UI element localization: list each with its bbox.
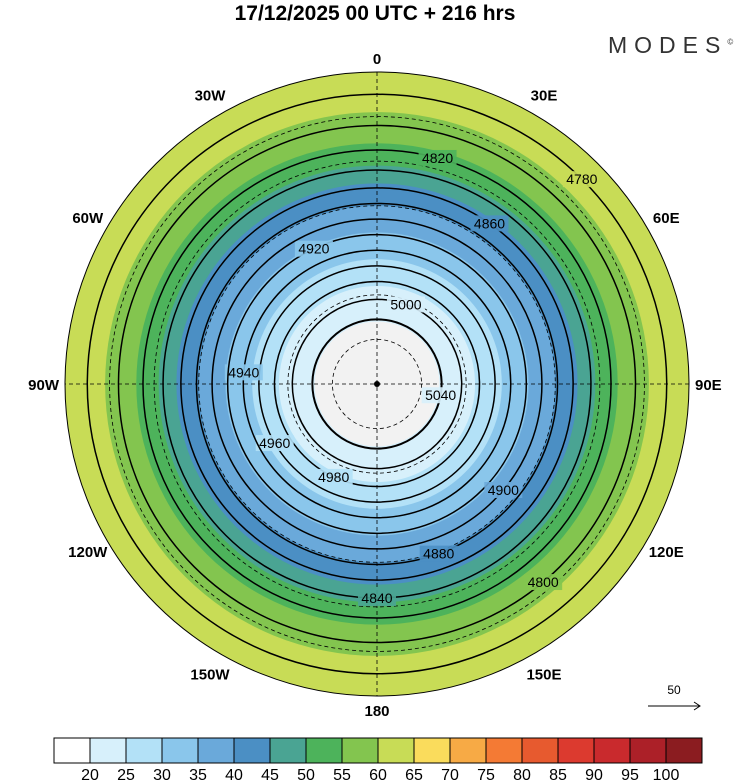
colorbar-tick-label: 60: [369, 767, 387, 782]
contour-label: 4780: [566, 171, 597, 187]
height-contour: [142, 149, 612, 619]
colorbar-swatch: [125, 737, 163, 764]
height-contour: [226, 233, 528, 535]
longitude-label: 0: [373, 51, 381, 68]
height-contour: [117, 124, 637, 644]
contour-label-bg: [562, 171, 601, 188]
logo-mark: ©: [727, 37, 734, 47]
height-contour: [258, 265, 496, 503]
contour-label-bg: [470, 215, 509, 232]
colorbar-swatch: [629, 737, 667, 764]
colorbar-swatch: [269, 737, 307, 764]
contour-label-bg: [484, 482, 523, 499]
longitude-label: 30E: [531, 88, 558, 105]
wind-legend-arrow: [648, 701, 701, 711]
contour-label-bg: [386, 296, 425, 313]
colorbar-swatch: [485, 737, 523, 764]
contour-label-bg: [314, 468, 353, 485]
colorbar-swatch: [233, 737, 271, 764]
contour-label-bg: [294, 240, 333, 257]
colorbar-swatch: [593, 737, 631, 764]
height-contour: [242, 249, 512, 519]
colorbar-swatch: [53, 737, 91, 764]
wind-legend-label: 50: [667, 683, 681, 697]
longitude-label: 120E: [649, 544, 684, 561]
contour-label: 4960: [259, 435, 290, 451]
colorbar-tick-label: 100: [653, 767, 680, 782]
longitude-label: 60E: [653, 210, 680, 227]
height-contour: [195, 202, 559, 566]
colorbar-tick-label: 25: [117, 767, 135, 782]
colorbar-tick-label: 80: [513, 767, 531, 782]
colorbar-tick-label: 90: [585, 767, 603, 782]
contour-label-bg: [224, 364, 263, 381]
latitude-gridline: [287, 294, 467, 474]
south-pole-marker: [374, 381, 380, 387]
longitude-label: 90W: [28, 377, 60, 394]
height-contour: [86, 93, 668, 675]
colorbar-tick-label: 75: [477, 767, 495, 782]
colorbar-swatch: [557, 737, 595, 764]
contour-label: 4880: [423, 546, 454, 562]
longitude-label: 150W: [190, 666, 230, 683]
height-contour: [291, 298, 463, 470]
colorbar-tick-label: 20: [81, 767, 99, 782]
colorbar-tick-label: 55: [333, 767, 351, 782]
contour-label: 4920: [298, 241, 329, 257]
contour-label-bg: [358, 589, 396, 606]
colorbar-swatch: [89, 737, 127, 764]
colorbar-tick-label: 70: [441, 767, 459, 782]
colorbar-swatch: [521, 737, 559, 764]
chart-title: 17/12/2025 00 UTC + 216 hrs: [234, 2, 516, 25]
logo-text: MODES: [608, 32, 728, 58]
longitude-label: 30W: [195, 88, 227, 105]
contour-label: 4800: [528, 574, 559, 590]
colorbar-swatch: [449, 737, 487, 764]
colorbar-swatch: [377, 737, 415, 764]
contour-label-bg: [418, 149, 457, 166]
contour-label-bg: [255, 435, 294, 452]
colorbar-tick-label: 65: [405, 767, 423, 782]
contour-label: 4980: [318, 469, 349, 485]
colorbar-swatch: [197, 737, 235, 764]
colorbar-tick-label: 50: [297, 767, 315, 782]
longitude-label: 60W: [72, 210, 104, 227]
height-contour: [211, 218, 543, 550]
longitude-label: 180: [364, 703, 389, 720]
colorbar-swatch: [341, 737, 379, 764]
colorbar-tick-label: 95: [621, 767, 639, 782]
contour-label: 5000: [390, 296, 421, 312]
colorbar-tick-label: 40: [225, 767, 243, 782]
contour-label-bg: [524, 574, 563, 591]
longitude-label: 150E: [526, 666, 561, 683]
contour-label: 5040: [425, 387, 456, 403]
contour-label-bg: [419, 545, 458, 562]
contour-label-bg: [421, 387, 460, 404]
colorbar-tick-label: 35: [189, 767, 207, 782]
colorbar-swatch: [305, 737, 343, 764]
colorbar-swatch: [665, 737, 703, 764]
contour-label: 4940: [228, 364, 259, 380]
colorbar-tick-label: 85: [549, 767, 567, 782]
height-contour: [273, 280, 481, 488]
colorbar-tick-label: 30: [153, 767, 171, 782]
latitude-gridline: [153, 160, 601, 608]
colorbar-swatch: [161, 737, 199, 764]
height-contour: [311, 318, 443, 450]
map-boundary: [64, 71, 690, 697]
modes-logo: MODES©: [608, 32, 733, 59]
colorbar-tick-label: 45: [261, 767, 279, 782]
longitude-label: 90E: [695, 377, 722, 394]
longitude-label: 120W: [68, 544, 108, 561]
contour-label: 4860: [474, 215, 505, 231]
height-contour: [180, 187, 574, 581]
contour-label: 4900: [488, 482, 519, 498]
contour-label: 4840: [361, 590, 392, 606]
colorbar-swatch: [413, 737, 451, 764]
contour-label: 4820: [422, 150, 453, 166]
